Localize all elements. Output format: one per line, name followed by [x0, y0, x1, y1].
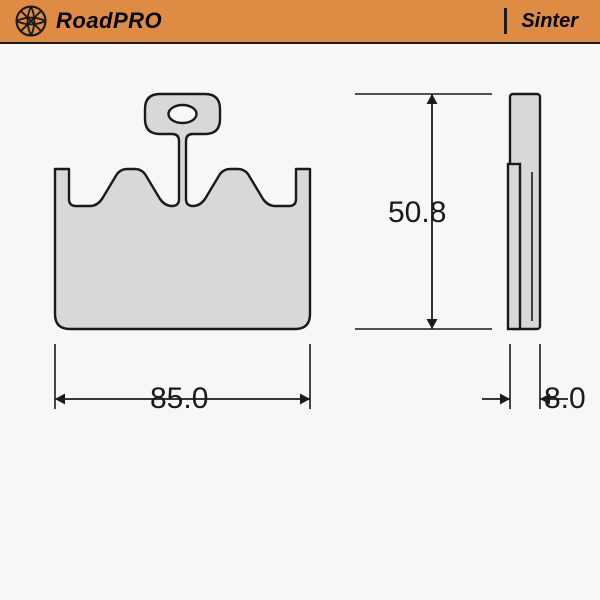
brand-name: RoadPRO	[56, 8, 162, 34]
brand-prefix: Road	[56, 8, 113, 33]
dimension-thickness-value: 8.0	[544, 382, 586, 416]
dimension-width-value: 85.0	[150, 382, 208, 416]
header-right: Sinter	[504, 8, 578, 34]
header-divider	[504, 8, 507, 34]
brand-block: RoadPRO	[14, 4, 162, 38]
dimension-height-value: 50.8	[388, 196, 446, 230]
brand-suffix: PRO	[113, 8, 162, 33]
brand-logo-icon	[14, 4, 48, 38]
product-type-label: Sinter	[521, 10, 578, 33]
header-bar: RoadPRO Sinter	[0, 0, 600, 44]
technical-drawing: 85.0 50.8 8.0	[0, 44, 600, 600]
